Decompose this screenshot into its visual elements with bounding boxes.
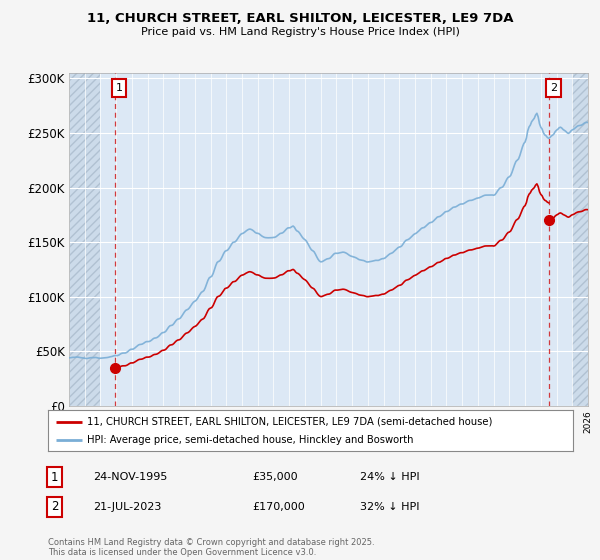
Text: 1: 1: [51, 470, 59, 484]
Text: £170,000: £170,000: [252, 502, 305, 512]
Text: 11, CHURCH STREET, EARL SHILTON, LEICESTER, LE9 7DA: 11, CHURCH STREET, EARL SHILTON, LEICEST…: [87, 12, 513, 25]
Text: 32% ↓ HPI: 32% ↓ HPI: [360, 502, 419, 512]
Bar: [69, 73, 100, 406]
Text: Price paid vs. HM Land Registry's House Price Index (HPI): Price paid vs. HM Land Registry's House …: [140, 27, 460, 37]
Text: 1: 1: [115, 83, 122, 93]
Text: £35,000: £35,000: [252, 472, 298, 482]
Text: 2: 2: [51, 500, 59, 514]
Text: HPI: Average price, semi-detached house, Hinckley and Bosworth: HPI: Average price, semi-detached house,…: [88, 435, 414, 445]
Text: 21-JUL-2023: 21-JUL-2023: [93, 502, 161, 512]
Text: 11, CHURCH STREET, EARL SHILTON, LEICESTER, LE9 7DA (semi-detached house): 11, CHURCH STREET, EARL SHILTON, LEICEST…: [88, 417, 493, 427]
Text: Contains HM Land Registry data © Crown copyright and database right 2025.
This d: Contains HM Land Registry data © Crown c…: [48, 538, 374, 557]
Text: 2: 2: [550, 83, 557, 93]
Text: 24% ↓ HPI: 24% ↓ HPI: [360, 472, 419, 482]
Text: 24-NOV-1995: 24-NOV-1995: [93, 472, 167, 482]
Bar: [572, 73, 596, 406]
